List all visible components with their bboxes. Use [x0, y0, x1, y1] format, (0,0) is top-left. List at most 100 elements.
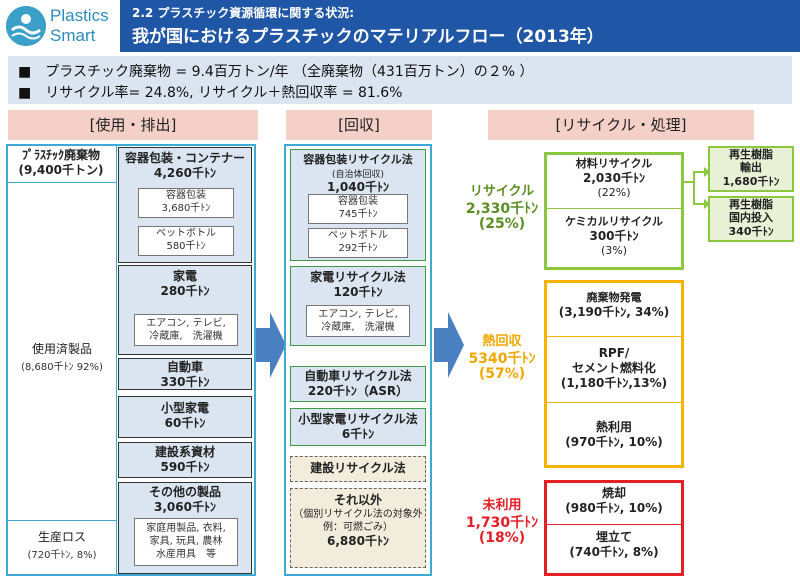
appliance-value: 280千ﾄﾝ — [160, 284, 210, 298]
heat-recovery-pct: (57%) — [478, 366, 526, 382]
section-header-recycle: [リサイクル・処理] — [488, 110, 754, 140]
chemical-recycling-value: 300千ﾄﾝ — [589, 229, 639, 243]
export-resin-box: 再生樹脂 輸出 1,680千ﾄﾝ — [708, 146, 794, 192]
construction-law-box: 建設リサイクル法 — [290, 456, 426, 482]
packaging-law-value: 1,040千ﾄﾝ — [327, 180, 389, 194]
branch-arrows — [684, 167, 710, 209]
heat-use-title: 熱利用 — [595, 420, 632, 434]
other-collection-value: 6,880千ﾄﾝ — [327, 534, 389, 548]
container-title: 容器包装・コンテナー — [124, 151, 245, 165]
logo-text-line1: Plastics — [50, 6, 109, 25]
material-recycling: 材料リサイクル 2,030千ﾄﾝ (22%) — [547, 156, 681, 199]
waste-power: 廃棄物発電 (3,190千ﾄﾝ, 34%) — [547, 290, 681, 320]
incineration-value: (980千ﾄﾝ, 10%) — [565, 501, 663, 515]
other-collection-title: それ以外 — [333, 493, 382, 507]
collect-appliance-items: エアコン, テレビ, 冷蔵庫, 洗濯機 — [306, 305, 410, 337]
recycle-pct: (25%) — [478, 216, 526, 232]
small-appliance-law-box: 小型家電リサイクル法 6千ﾄﾝ — [290, 408, 426, 446]
heat-recovery-value: 5340千ﾄﾝ — [468, 351, 536, 367]
use-packaging-label: 容器包装 — [166, 190, 206, 201]
section-header-collect: [回収] — [286, 110, 432, 140]
recycling-divider — [547, 208, 681, 209]
car-law-box: 自動車リサイクル法 220千ﾄﾝ（ASR） — [290, 366, 426, 402]
unused-group-box — [544, 480, 684, 576]
chemical-recycling-title: ケミカルリサイクル — [564, 215, 664, 228]
car-box: 自動車 330千ﾄﾝ — [118, 358, 252, 390]
title-bar: 2.2 プラスチック資源循環に関する状況: 我が国におけるプラスチックのマテリア… — [120, 0, 800, 52]
landfill-title: 埋立て — [595, 530, 632, 544]
car-value: 330千ﾄﾝ — [160, 375, 210, 389]
flow-arrow-use-to-collect — [256, 312, 286, 378]
heat-recovery-label: 熱回収 — [482, 334, 522, 349]
flow-arrow-collect-to-recycle — [434, 312, 464, 378]
page-subtitle: 2.2 プラスチック資源循環に関する状況: — [132, 6, 354, 20]
unused-value: 1,730千ﾄﾝ — [465, 515, 539, 531]
unused-pct: (18%) — [478, 530, 526, 546]
waste-power-title: 廃棄物発電 — [586, 291, 642, 304]
material-recycling-title: 材料リサイクル — [575, 157, 653, 170]
packaging-law-sub: (自治体回収) — [331, 170, 385, 180]
heat-use: 熱利用 (970千ﾄﾝ, 10%) — [547, 420, 681, 450]
car-law-value: 220千ﾄﾝ（ASR） — [307, 384, 409, 398]
plastics-smart-logo: Plastics Smart — [0, 0, 120, 52]
small-appliance-law-title: 小型家電リサイクル法 — [298, 412, 418, 426]
use-pet-value: 580千ﾄﾝ — [166, 241, 206, 252]
use-pet-label: ペットボトル — [156, 228, 216, 239]
other-collection-sub: （個別リサイクル法の対象外 例：可燃ごみ） — [293, 509, 423, 533]
summary-line-waste: ■ プラスチック廃棄物 = 9.4百万トン/年 （全廃棄物（431百万トン）の２… — [18, 64, 534, 80]
landfill-value: (740千ﾄﾝ, 8%) — [569, 545, 659, 559]
production-loss-label: 生産ロス — [37, 530, 86, 544]
collect-pet-value: 292千ﾄﾝ — [338, 243, 378, 254]
packaging-law-title: 容器包装リサイクル法 — [303, 153, 413, 166]
use-pet-box: ペットボトル 580千ﾄﾝ — [138, 226, 234, 256]
appliance-law-value: 120千ﾄﾝ — [333, 285, 383, 299]
use-divider-bottom — [8, 520, 116, 521]
collect-packaging-value: 745千ﾄﾝ — [338, 209, 378, 220]
plastic-waste-value: (9,400千トン) — [18, 163, 104, 177]
small-appliance-value: 60千ﾄﾝ — [164, 416, 206, 430]
chemical-recycling-pct: (3%) — [600, 244, 628, 257]
rpf-cement: RPF/ セメント燃料化 (1,180千ﾄﾝ,13%) — [547, 346, 681, 391]
recycling-group-box — [544, 152, 684, 270]
unused-label: 未利用 — [482, 498, 522, 513]
export-resin-value: 1,680千ﾄﾝ — [722, 175, 780, 188]
use-packaging-value: 3,680千ﾄﾝ — [161, 203, 211, 214]
waste-power-value: (3,190千ﾄﾝ, 34%) — [558, 305, 670, 319]
collect-packaging-box: 容器包装 745千ﾄﾝ — [308, 194, 408, 224]
other-products-value: 3,060千ﾄﾝ — [154, 500, 216, 514]
car-law-title: 自動車リサイクル法 — [304, 369, 412, 383]
recycle-label: リサイクル — [469, 184, 535, 199]
container-value: 4,260千ﾄﾝ — [154, 166, 216, 180]
collect-pet-box: ペットボトル 292千ﾄﾝ — [308, 228, 408, 258]
unused-divider — [547, 524, 681, 525]
domestic-resin-box: 再生樹脂 国内投入 340千ﾄﾝ — [708, 196, 794, 242]
chemical-recycling: ケミカルリサイクル 300千ﾄﾝ (3%) — [547, 214, 681, 257]
incineration: 焼却 (980千ﾄﾝ, 10%) — [547, 486, 681, 516]
export-resin-title: 再生樹脂 輸出 — [729, 148, 773, 174]
used-products-value: (8,680千ﾄﾝ 92%) — [21, 362, 103, 373]
rpf-cement-value: (1,180千ﾄﾝ,13%) — [560, 376, 668, 390]
heat-divider-2 — [547, 402, 681, 403]
heat-divider-1 — [547, 336, 681, 337]
building-title: 建設系資材 — [154, 445, 215, 459]
domestic-resin-value: 340千ﾄﾝ — [728, 225, 774, 238]
heat-use-value: (970千ﾄﾝ, 10%) — [565, 435, 663, 449]
page-title: 我が国におけるプラスチックのマテリアルフロー（2013年） — [132, 27, 604, 47]
construction-law-title: 建設リサイクル法 — [310, 461, 406, 475]
use-appliance-items: エアコン, テレビ, 冷蔵庫, 洗濯機 — [134, 314, 238, 346]
use-packaging-box: 容器包装 3,680千ﾄﾝ — [138, 188, 234, 218]
heat-recovery-group-box — [544, 280, 684, 468]
building-value: 590千ﾄﾝ — [160, 460, 210, 474]
section-header-use: [使用・排出] — [8, 110, 258, 140]
small-appliance-box: 小型家電 60千ﾄﾝ — [118, 396, 252, 438]
collect-packaging-label: 容器包装 — [338, 196, 378, 207]
appliance-law-title: 家電リサイクル法 — [310, 270, 406, 284]
use-vertical-divider — [116, 146, 117, 574]
summary-panel: ■ プラスチック廃棄物 = 9.4百万トン/年 （全廃棄物（431百万トン）の２… — [8, 56, 792, 104]
production-loss-value: (720千ﾄﾝ, 8%) — [27, 550, 97, 561]
building-materials-box: 建設系資材 590千ﾄﾝ — [118, 442, 252, 478]
collect-pet-label: ペットボトル — [328, 230, 388, 241]
material-recycling-pct: (22%) — [597, 186, 631, 199]
material-recycling-value: 2,030千ﾄﾝ — [583, 171, 645, 185]
car-title: 自動車 — [166, 360, 203, 374]
